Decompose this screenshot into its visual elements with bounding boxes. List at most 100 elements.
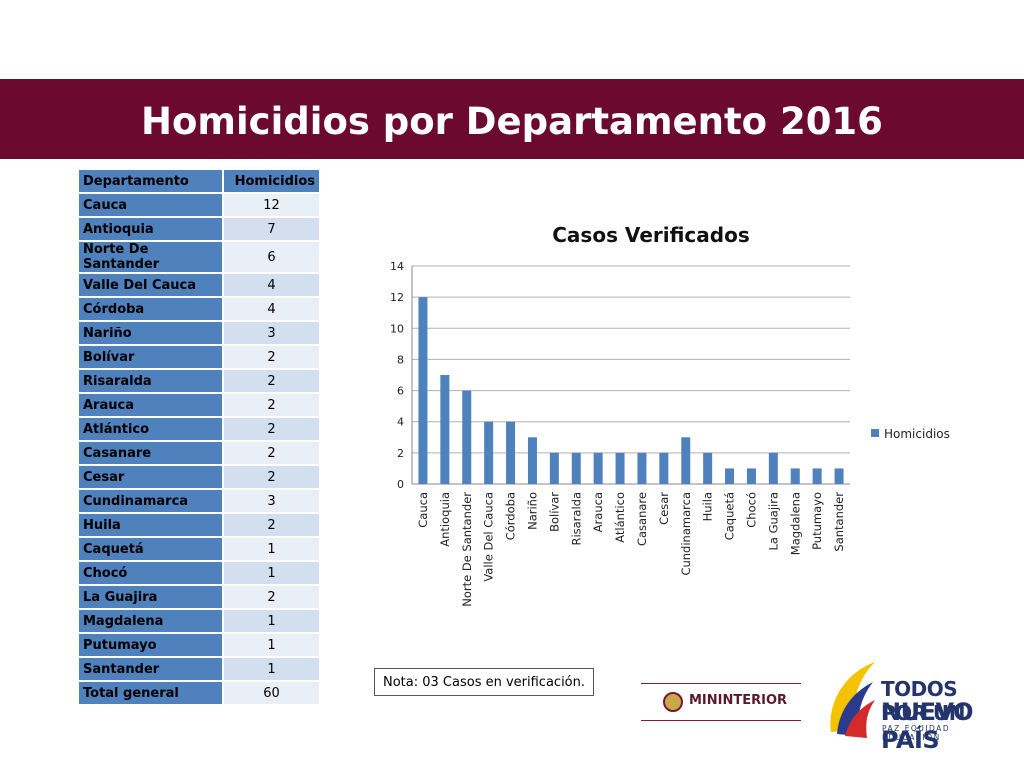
x-tick-label: Norte De Santander [460, 492, 474, 607]
value-cell: 1 [224, 562, 319, 584]
value-cell: 6 [224, 242, 319, 272]
x-tick-label: Bolívar [547, 492, 561, 532]
bar [615, 452, 625, 484]
dept-cell: Casanare [79, 442, 222, 464]
bar [834, 468, 844, 484]
dept-cell: Santander [79, 658, 222, 680]
x-tick-label: Caquetá [723, 492, 737, 540]
homicides-table: Departamento Homicidios Cauca 12 Antioquia… [77, 168, 321, 706]
bar [703, 452, 713, 484]
table-total-row: Total general 60 [79, 682, 319, 704]
dept-cell: La Guajira [79, 586, 222, 608]
y-tick-label: 0 [397, 478, 404, 491]
table-row: Huila 2 [79, 514, 319, 536]
y-tick-label: 4 [397, 416, 404, 429]
table-row: Cundinamarca 3 [79, 490, 319, 512]
slogan-line-1: TODOS POR UN [881, 677, 966, 725]
x-tick-label: Arauca [591, 492, 605, 532]
dept-cell: Caquetá [79, 538, 222, 560]
value-cell: 3 [224, 490, 319, 512]
table-header-row: Departamento Homicidios [79, 170, 319, 192]
column-header-departamento: Departamento [79, 170, 222, 192]
title-banner: Homicidios por Departamento 2016 [0, 79, 1024, 159]
table-row: Risaralda 2 [79, 370, 319, 392]
table-row: Putumayo 1 [79, 634, 319, 656]
ministry-label: MININTERIOR [689, 693, 788, 708]
page-title: Homicidios por Departamento 2016 [141, 100, 883, 143]
x-tick-label: Casanare [635, 492, 649, 546]
value-cell: 2 [224, 394, 319, 416]
x-tick-label: Putumayo [810, 492, 824, 550]
y-tick-label: 8 [397, 353, 404, 366]
table-row: Nariño 3 [79, 322, 319, 344]
bar [571, 452, 581, 484]
legend-swatch [871, 429, 879, 437]
table-row: Valle Del Cauca 4 [79, 274, 319, 296]
x-tick-label: Valle Del Cauca [482, 492, 496, 582]
dept-cell: Cundinamarca [79, 490, 222, 512]
table-row: Cesar 2 [79, 466, 319, 488]
bar [681, 437, 691, 484]
value-cell: 2 [224, 418, 319, 440]
table-row: Norte De Santander 6 [79, 242, 319, 272]
table-row: Magdalena 1 [79, 610, 319, 632]
table-row: Córdoba 4 [79, 298, 319, 320]
value-cell: 2 [224, 586, 319, 608]
x-tick-label: Magdalena [788, 492, 802, 555]
bar [790, 468, 800, 484]
chart-title: Casos Verificados [552, 223, 750, 247]
x-tick-label: Nariño [525, 492, 539, 530]
table-row: Casanare 2 [79, 442, 319, 464]
column-header-homicidios: Homicidios [224, 170, 319, 192]
y-tick-label: 12 [390, 291, 404, 304]
value-cell: 2 [224, 514, 319, 536]
bar [659, 452, 669, 484]
x-tick-label: La Guajira [766, 492, 780, 551]
dept-cell: Risaralda [79, 370, 222, 392]
table-body: Cauca 12 Antioquia 7 Norte De Santander 6 Vall… [79, 194, 319, 704]
value-cell: 4 [224, 298, 319, 320]
bar [527, 437, 537, 484]
x-tick-label: Cundinamarca [679, 492, 693, 576]
bar [418, 297, 428, 484]
table-row: Caquetá 1 [79, 538, 319, 560]
x-tick-label: Santander [832, 492, 846, 552]
dept-cell: Norte De Santander [79, 242, 222, 272]
bar [440, 375, 450, 484]
table-row: Atlántico 2 [79, 418, 319, 440]
bar [549, 452, 559, 484]
dept-cell: Arauca [79, 394, 222, 416]
dept-cell: Córdoba [79, 298, 222, 320]
value-cell: 1 [224, 538, 319, 560]
table-row: Bolívar 2 [79, 346, 319, 368]
total-label-cell: Total general [79, 682, 222, 704]
table-row: Arauca 2 [79, 394, 319, 416]
dept-cell: Putumayo [79, 634, 222, 656]
legend-label: Homicidios [884, 427, 950, 441]
bar [593, 452, 603, 484]
x-tick-label: Huila [701, 492, 715, 521]
slogan-line-2: NUEVO PAÍS [881, 698, 974, 754]
x-tick-label: Córdoba [504, 492, 518, 540]
dept-cell: Magdalena [79, 610, 222, 632]
value-cell: 2 [224, 346, 319, 368]
bar-chart: Casos Verificados 0 2 4 6 8 10 12 14 Cauca Antioqu… [390, 223, 950, 607]
value-cell: 1 [224, 658, 319, 680]
total-value-cell: 60 [224, 682, 319, 704]
y-tick-label: 14 [390, 260, 404, 273]
x-tick-label: Cauca [416, 492, 430, 528]
bar [484, 421, 494, 484]
bar [637, 452, 647, 484]
bar [812, 468, 822, 484]
mininterior-logo: MININTERIOR [641, 683, 801, 721]
table-row: Cauca 12 [79, 194, 319, 216]
dept-cell: Cesar [79, 466, 222, 488]
value-cell: 2 [224, 442, 319, 464]
note-box: Nota: 03 Casos en verificación. [374, 668, 594, 696]
dept-cell: Atlántico [79, 418, 222, 440]
slogan-line-3: PAZ EQUIDAD EDUCACIÓN [882, 724, 951, 742]
bar [506, 421, 516, 484]
x-tick-label: Risaralda [569, 492, 583, 546]
dept-cell: Cauca [79, 194, 222, 216]
dept-cell: Antioquia [79, 218, 222, 240]
